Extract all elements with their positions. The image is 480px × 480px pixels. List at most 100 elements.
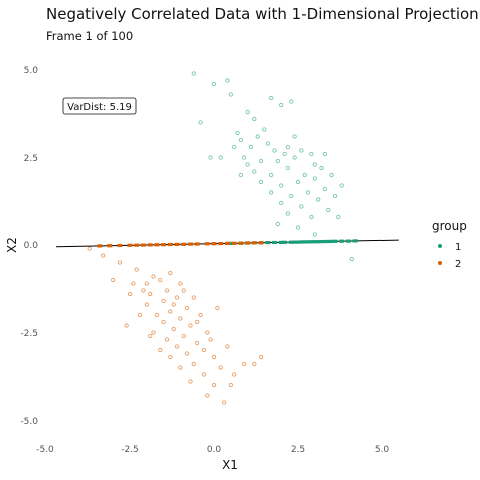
projected-point-group-2 bbox=[258, 241, 264, 245]
x-axis-label: X1 bbox=[222, 458, 238, 472]
projected-point-group-2 bbox=[224, 241, 230, 245]
points-layer bbox=[87, 71, 354, 405]
legend-label-2: 2 bbox=[455, 259, 461, 270]
data-point-group-2 bbox=[181, 333, 186, 339]
data-point-group-1 bbox=[252, 116, 257, 122]
projected-point-group-1 bbox=[325, 239, 331, 244]
data-point-group-2 bbox=[151, 330, 156, 335]
projected-point-group-1 bbox=[298, 240, 304, 244]
data-point-group-2 bbox=[168, 354, 173, 360]
data-point-group-1 bbox=[232, 144, 237, 150]
projected-point-group-1 bbox=[308, 240, 314, 244]
projected-point-group-2 bbox=[107, 244, 113, 248]
legend-entry-2: 2 bbox=[438, 259, 461, 270]
data-point-group-1 bbox=[265, 141, 270, 146]
data-point-group-1 bbox=[316, 197, 321, 202]
data-point-group-2 bbox=[178, 316, 183, 321]
data-point-group-1 bbox=[322, 151, 328, 157]
projected-point-group-1 bbox=[302, 240, 308, 244]
data-point-group-1 bbox=[302, 172, 307, 178]
data-point-group-2 bbox=[137, 312, 143, 318]
data-point-group-2 bbox=[198, 312, 203, 318]
projected-point-group-2 bbox=[251, 241, 257, 245]
data-point-group-1 bbox=[312, 162, 317, 167]
data-point-group-1 bbox=[285, 144, 291, 150]
data-point-group-2 bbox=[168, 270, 173, 276]
data-point-group-2 bbox=[195, 340, 200, 346]
data-point-group-2 bbox=[205, 330, 210, 335]
data-point-group-2 bbox=[181, 288, 186, 293]
data-point-group-2 bbox=[174, 295, 180, 300]
data-point-group-1 bbox=[292, 155, 297, 160]
data-point-group-1 bbox=[309, 214, 314, 220]
projected-point-group-1 bbox=[339, 239, 345, 243]
data-point-group-1 bbox=[245, 162, 250, 167]
data-point-group-1 bbox=[258, 179, 264, 185]
data-point-group-2 bbox=[191, 295, 196, 300]
projected-point-group-1 bbox=[278, 240, 284, 244]
projection-layer bbox=[56, 239, 399, 248]
data-point-group-2 bbox=[161, 298, 166, 304]
legend-label-1: 1 bbox=[455, 242, 461, 253]
data-point-group-1 bbox=[268, 172, 274, 178]
projected-point-group-1 bbox=[352, 239, 358, 243]
data-point-group-2 bbox=[124, 323, 129, 328]
data-point-group-2 bbox=[158, 277, 163, 283]
data-point-group-2 bbox=[111, 277, 116, 283]
data-point-group-1 bbox=[208, 155, 213, 160]
projected-point-group-2 bbox=[147, 243, 153, 247]
data-point-group-2 bbox=[225, 344, 230, 349]
x-tick-label: -5.0 bbox=[36, 445, 54, 455]
data-point-group-1 bbox=[198, 120, 203, 125]
chart-title: Negatively Correlated Data with 1-Dimens… bbox=[46, 5, 479, 23]
projected-point-group-2 bbox=[188, 242, 193, 246]
projected-point-group-1 bbox=[329, 239, 335, 243]
data-point-group-2 bbox=[144, 302, 149, 307]
y-tick-label: 2.5 bbox=[24, 154, 38, 164]
data-point-group-1 bbox=[218, 155, 223, 160]
data-point-group-1 bbox=[238, 172, 244, 178]
data-point-group-2 bbox=[191, 361, 196, 367]
projected-point-group-1 bbox=[345, 239, 351, 243]
data-point-group-1 bbox=[235, 130, 240, 136]
projected-point-group-2 bbox=[194, 242, 200, 246]
data-point-group-2 bbox=[232, 372, 237, 377]
data-point-group-1 bbox=[275, 221, 280, 227]
projected-point-group-2 bbox=[174, 242, 180, 246]
data-point-group-1 bbox=[242, 155, 247, 160]
data-point-group-1 bbox=[312, 232, 317, 237]
projected-point-group-1 bbox=[319, 240, 324, 244]
data-point-group-1 bbox=[279, 183, 284, 188]
data-point-group-1 bbox=[258, 158, 264, 164]
data-point-group-2 bbox=[211, 382, 217, 388]
data-point-group-2 bbox=[134, 267, 139, 272]
legend-key-1 bbox=[438, 244, 442, 248]
y-tick-label: -5.0 bbox=[20, 417, 38, 427]
projected-point-group-2 bbox=[161, 243, 167, 247]
data-point-group-1 bbox=[289, 99, 294, 104]
data-point-group-1 bbox=[285, 165, 291, 171]
projected-point-group-2 bbox=[238, 241, 244, 245]
data-point-group-2 bbox=[171, 302, 176, 307]
data-point-group-1 bbox=[272, 148, 277, 153]
data-point-group-1 bbox=[225, 78, 230, 83]
projected-point-group-1 bbox=[315, 240, 321, 244]
projected-point-group-1 bbox=[312, 240, 318, 244]
legend: group 1 2 bbox=[432, 219, 467, 270]
legend-entry-1: 1 bbox=[438, 242, 461, 253]
data-point-group-2 bbox=[242, 361, 247, 367]
projected-point-group-1 bbox=[322, 239, 328, 244]
vardist-label: VarDist: 5.19 bbox=[67, 102, 132, 113]
data-point-group-1 bbox=[255, 134, 260, 139]
data-point-group-1 bbox=[211, 81, 217, 87]
data-point-group-1 bbox=[305, 190, 311, 195]
data-point-group-2 bbox=[168, 309, 173, 314]
data-point-group-1 bbox=[268, 95, 274, 101]
projected-point-group-1 bbox=[288, 240, 294, 244]
projected-point-group-1 bbox=[295, 240, 301, 244]
projected-point-group-1 bbox=[292, 240, 298, 244]
data-point-group-2 bbox=[154, 312, 160, 318]
data-point-group-2 bbox=[117, 260, 123, 265]
projected-point-group-2 bbox=[167, 242, 173, 247]
